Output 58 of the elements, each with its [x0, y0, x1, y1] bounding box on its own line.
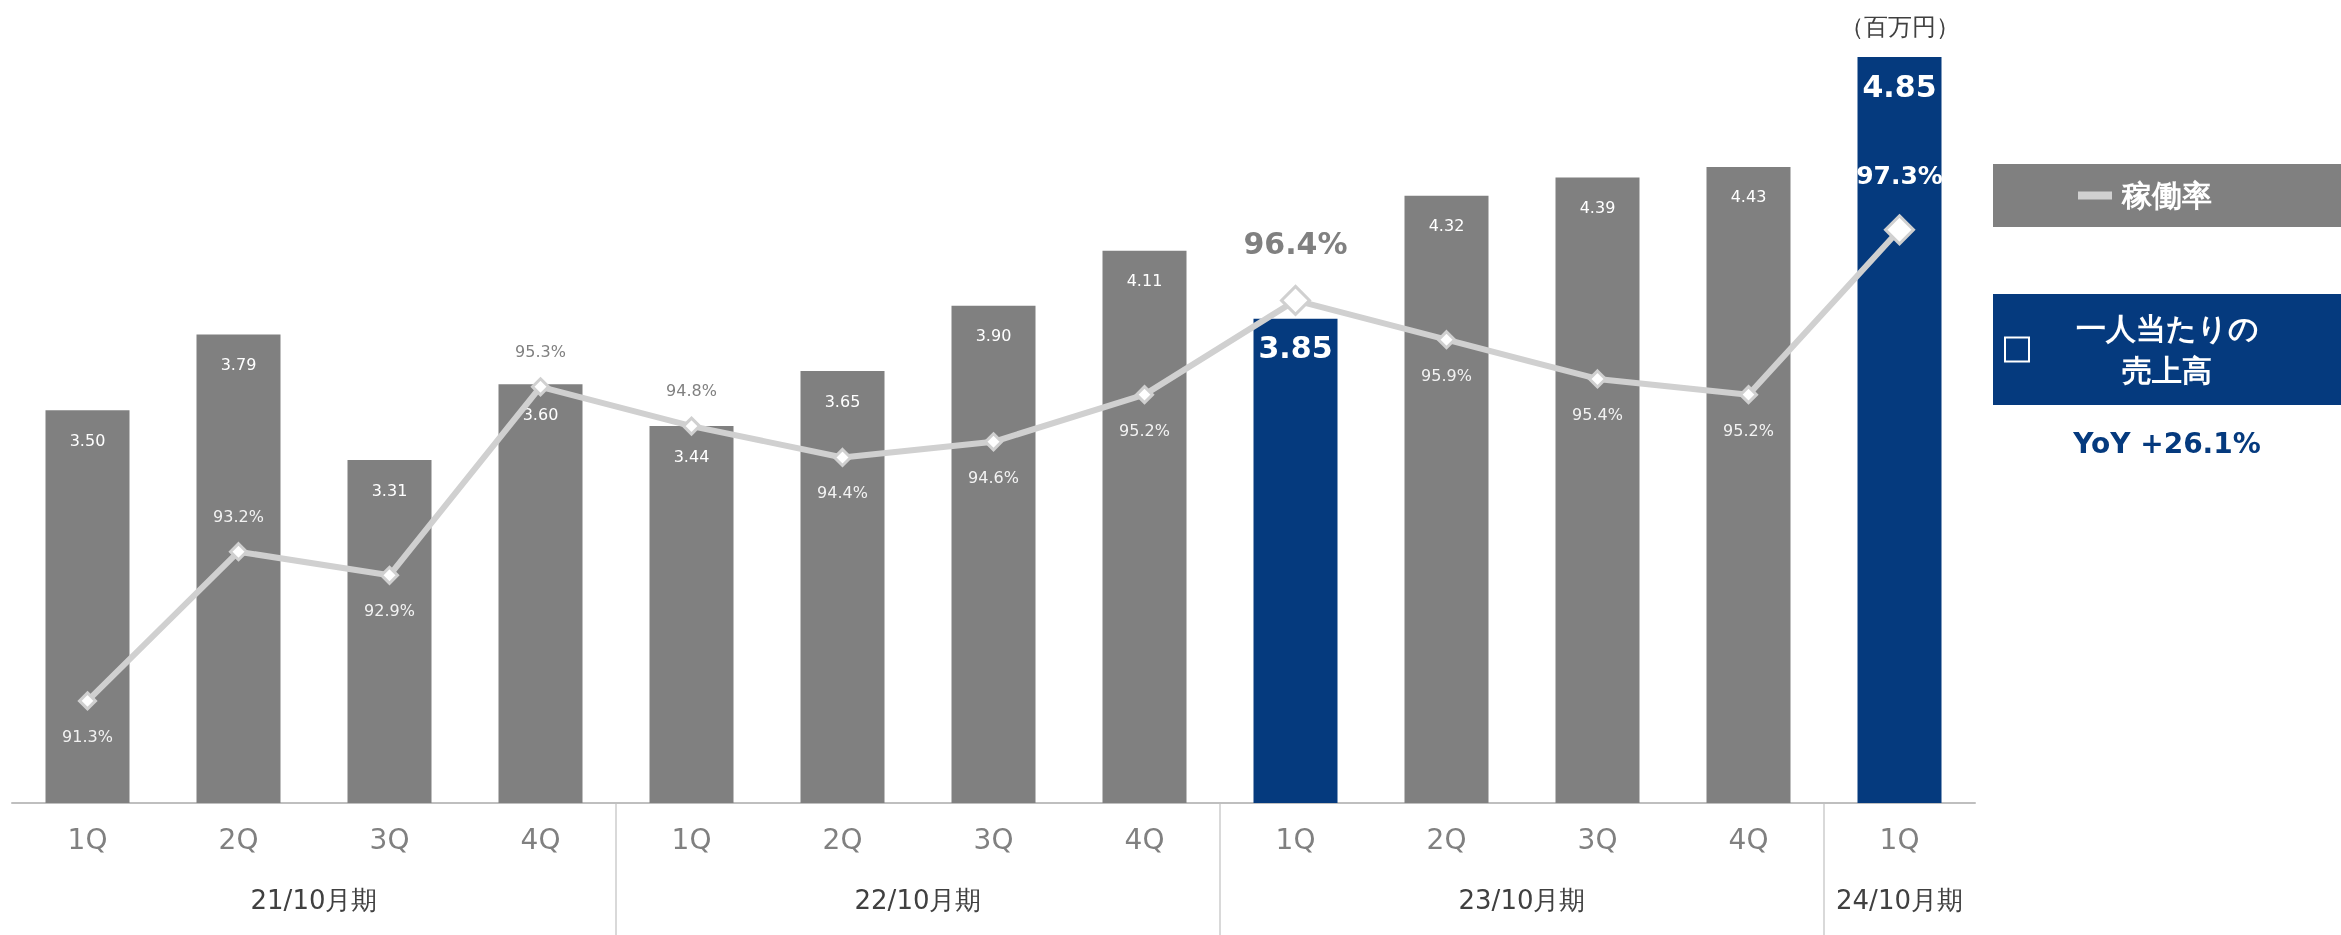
x-tick-label: 3Q — [1577, 822, 1618, 856]
data-label: 91.3% — [62, 726, 113, 746]
x-tick-label: 4Q — [1728, 822, 1769, 856]
x-tick-label: 3Q — [369, 822, 410, 856]
text: YoY +26.1% — [2072, 426, 2261, 460]
point — [229, 542, 248, 562]
point — [1135, 385, 1154, 405]
data-label: 3.31 — [371, 480, 408, 500]
data-label: 95.2% — [1119, 420, 1170, 440]
data-label: 96.4% — [1243, 226, 1348, 262]
point — [682, 416, 701, 436]
data-label: 4.85 — [1862, 68, 1937, 104]
text: 21/10月期 — [250, 885, 378, 915]
x-tick-label: 2Q — [822, 822, 863, 856]
data-label: 95.4% — [1572, 404, 1623, 424]
text: （百万円） — [1839, 13, 1960, 41]
x-tick-label: 1Q — [67, 822, 108, 856]
x-tick-label: 3Q — [973, 822, 1014, 856]
x-tick-label: 4Q — [1124, 822, 1165, 856]
x-tick-label: 2Q — [1426, 822, 1467, 856]
data-label: 4.32 — [1428, 216, 1465, 236]
point — [1437, 330, 1456, 350]
legend-label: 一人当たりの売上高 — [2075, 311, 2259, 388]
point — [1588, 369, 1607, 389]
text: 23/10月期 — [1458, 885, 1586, 915]
data-label: 3.79 — [220, 354, 257, 374]
x-tick-label: 2Q — [218, 822, 259, 856]
data-label: 3.44 — [673, 446, 710, 466]
data-label: 97.3% — [1856, 161, 1943, 191]
data-label: 94.6% — [968, 467, 1019, 487]
point — [78, 691, 97, 711]
data-label: 3.60 — [522, 404, 559, 424]
data-label: 95.2% — [1723, 420, 1774, 440]
data-label: 94.4% — [817, 483, 868, 503]
data-label: 4.11 — [1126, 271, 1163, 291]
data-label: 95.3% — [515, 341, 566, 361]
data-label: 94.8% — [666, 381, 717, 401]
text: 22/10月期 — [854, 885, 982, 915]
point — [833, 447, 852, 467]
x-tick-label: 1Q — [671, 822, 712, 856]
data-label: 3.90 — [975, 326, 1012, 346]
x-tick-label: 1Q — [1275, 822, 1316, 856]
legend-label: 稼働率 — [2121, 178, 2212, 213]
data-label: 3.50 — [69, 430, 106, 450]
x-tick-label: 1Q — [1879, 822, 1920, 856]
data-label: 92.9% — [364, 601, 415, 621]
data-label: 4.39 — [1579, 197, 1616, 217]
text: 24/10月期 — [1836, 885, 1963, 915]
x-tick-label: 4Q — [520, 822, 561, 856]
point — [531, 377, 550, 397]
data-label: 3.85 — [1258, 330, 1333, 366]
point — [380, 565, 399, 585]
data-label: 93.2% — [213, 506, 264, 526]
point — [984, 432, 1003, 452]
data-label: 95.9% — [1421, 365, 1472, 385]
data-label: 4.43 — [1730, 187, 1767, 207]
point — [1739, 385, 1758, 405]
data-label: 3.65 — [824, 391, 861, 411]
